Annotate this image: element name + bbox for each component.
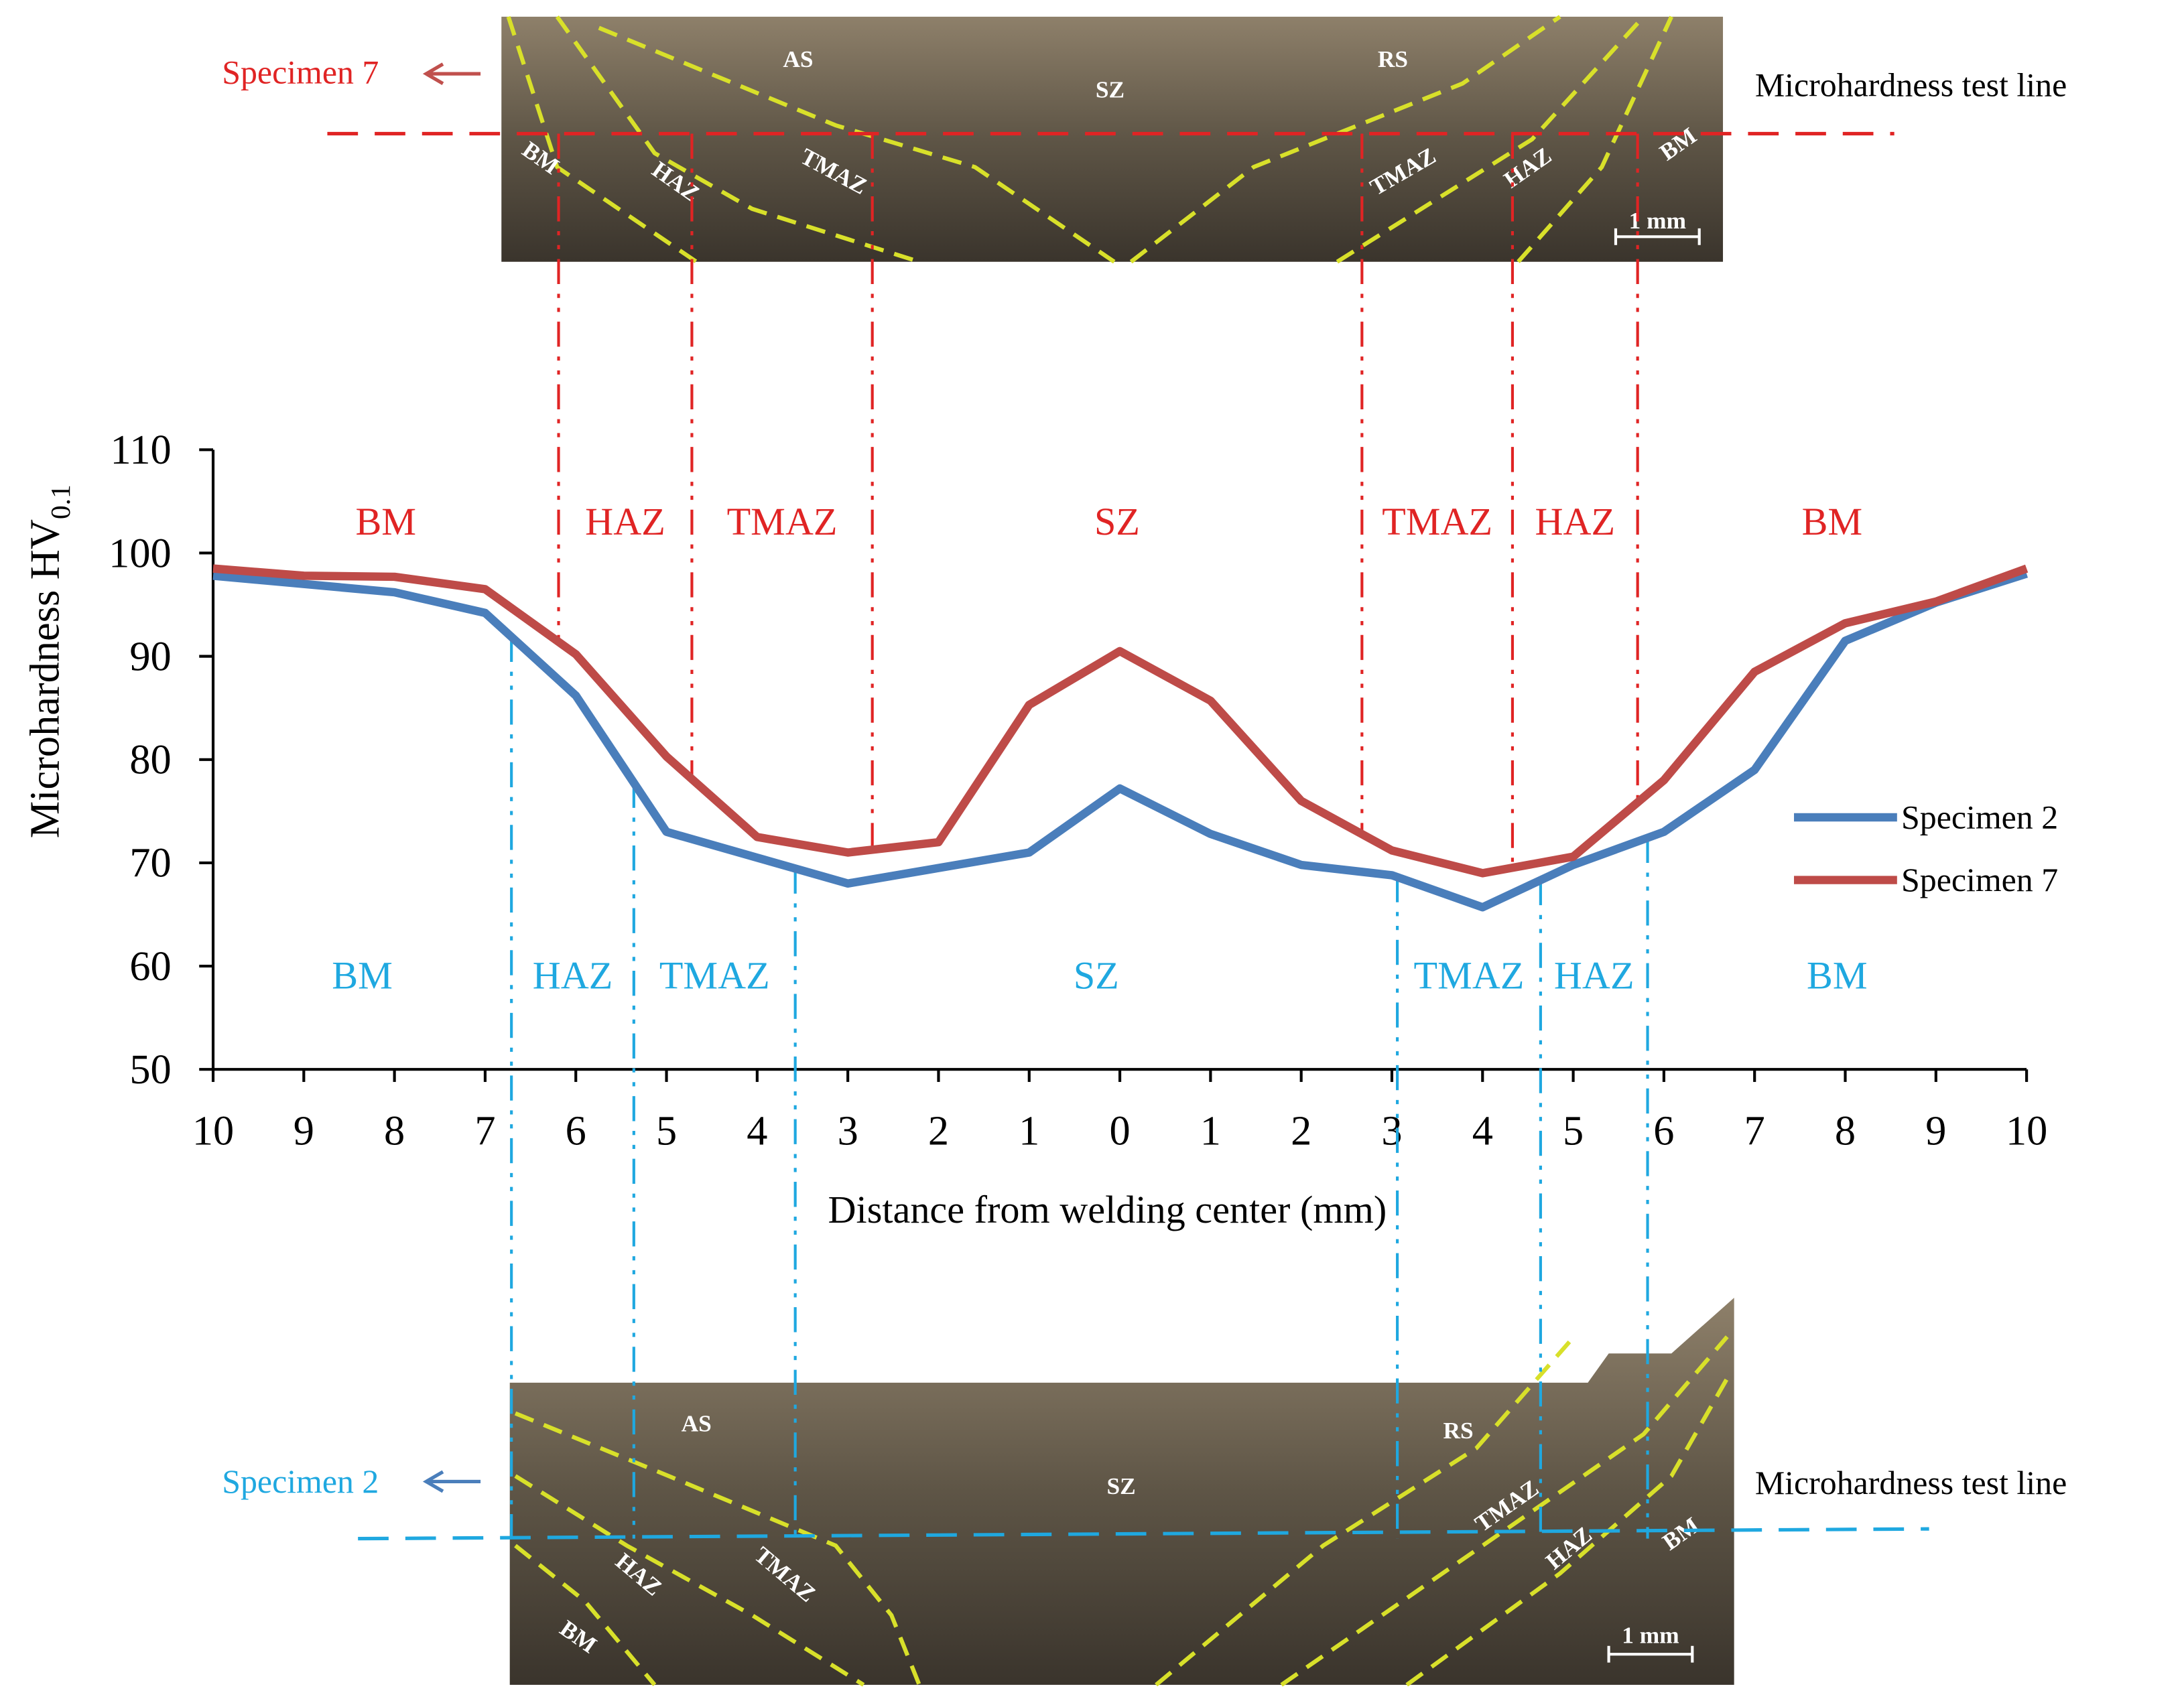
micro-label: RS [1443,1418,1474,1444]
x-tick-label: 5 [656,1107,677,1154]
test-line-label: Microhardness test line [1755,66,2067,103]
scale-label: 1 mm [1622,1623,1679,1649]
series-line [212,569,2029,912]
y-tick-label: 100 [109,530,172,576]
specimen-label: Specimen 7 [222,54,379,91]
x-tick-label: 6 [566,1107,586,1154]
x-tick-label: 5 [1563,1107,1584,1154]
zone-boundary [506,15,1673,264]
x-tick-label: 0 [1109,1107,1130,1154]
scale-bar [1607,1645,1694,1663]
x-tick-label: 7 [474,1107,495,1154]
x-tick-label: 3 [1381,1107,1402,1154]
x-tick-label: 4 [1472,1107,1493,1154]
zone-label: TMAZ [1382,500,1492,543]
zone-label: TMAZ [659,954,770,998]
zone-label: HAZ [1554,954,1634,998]
zone-label: BM [1802,500,1863,543]
x-tick-label: 6 [1653,1107,1674,1154]
zone-label: SZ [1074,954,1119,998]
x-tick-label: 7 [1744,1107,1765,1154]
x-tick-label: 9 [1925,1107,1946,1154]
y-tick-label: 60 [129,943,171,990]
zone-label: HAZ [1535,500,1616,543]
x-tick-label: 10 [2006,1107,2047,1154]
specimen-label: Specimen 2 [222,1463,379,1500]
micro-label: AS [783,46,813,72]
y-axis-title-main: Microhardness HV [21,519,68,838]
y-axis-title: Microhardness HV0.1 [21,484,76,838]
micrograph-top: AS SZ RS BM HAZ TMAZ TMAZ HAZ BM 1 mm [501,15,1724,264]
test-line-label: Microhardness test line [1755,1465,2067,1501]
x-tick-label: 8 [384,1107,405,1154]
micro-label: AS [682,1411,712,1437]
y-tick-label: 110 [110,427,171,473]
test-line [358,1527,1929,1541]
x-axis-title: Distance from welding center (mm) [828,1188,1387,1231]
x-tick-label: 10 [192,1107,234,1154]
micrograph-bottom: AS SZ RS HAZ TMAZ BM TMAZ HAZ BM 1 mm [509,1298,1734,1687]
micro-label: RS [1378,46,1408,72]
series-line [212,564,2029,878]
x-tick-label: 2 [928,1107,949,1154]
zone-boundary [514,1335,1729,1687]
zone-label: SZ [1094,500,1140,543]
micrograph-image [509,1298,1734,1685]
zone-label: TMAZ [727,500,838,543]
y-axis-title-sub: 0.1 [45,484,76,519]
zone-label: HAZ [585,500,665,543]
micro-label: SZ [1096,76,1125,103]
micro-label: SZ [1107,1473,1136,1499]
scale-bar [1614,228,1701,245]
y-tick-label: 50 [129,1046,171,1093]
x-tick-label: 1 [1200,1107,1221,1154]
x-tick-label: 8 [1835,1107,1856,1154]
y-tick-label: 80 [129,737,171,783]
zone-label: BM [1807,954,1868,998]
x-tick-label: 1 [1019,1107,1039,1154]
legend-label: Specimen 2 [1901,799,2058,836]
y-tick-label: 90 [129,633,171,679]
zone-label: BM [355,500,416,543]
x-tick-label: 2 [1291,1107,1311,1154]
y-tick-label: 70 [129,840,171,886]
zone-label: BM [332,954,393,998]
zone-label: HAZ [533,954,613,998]
x-tick-label: 4 [747,1107,767,1154]
micrograph-image [501,16,1724,262]
x-tick-label: 9 [294,1107,314,1154]
x-tick-label: 3 [838,1107,858,1154]
zone-label: TMAZ [1414,954,1525,998]
arrow [422,1470,481,1493]
arrow [422,62,481,85]
legend-label: Specimen 7 [1901,862,2058,898]
